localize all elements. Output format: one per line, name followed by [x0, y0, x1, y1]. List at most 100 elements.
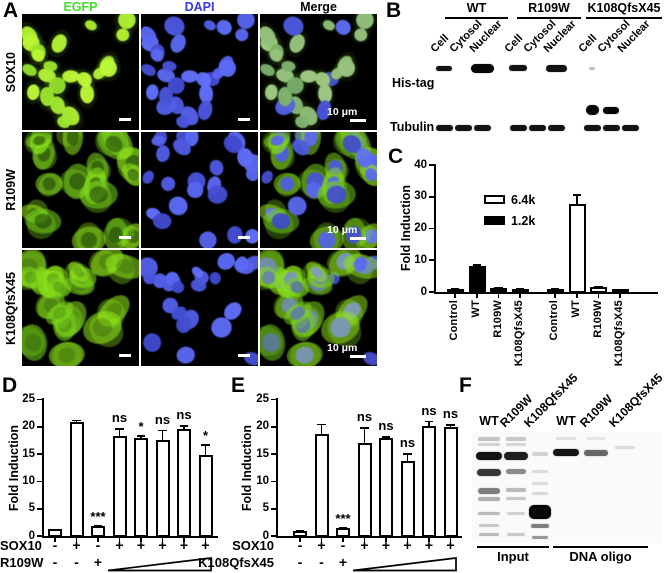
bar — [91, 526, 105, 537]
y-axis-line — [434, 164, 437, 294]
y-axis-tick — [428, 227, 435, 230]
x-axis-tick — [118, 538, 121, 542]
scale-bar — [119, 236, 131, 239]
lane-label-K108QfsX45-Cell: Cell — [576, 32, 600, 55]
microscopy-tile-R109W-DAPI — [141, 127, 263, 249]
error-bar-cap — [338, 527, 348, 529]
gel-band — [584, 450, 608, 456]
error-bar — [183, 425, 185, 431]
y-tick-label: 0 — [262, 529, 269, 542]
condition-value: - — [52, 537, 58, 553]
his-tag-band — [589, 66, 595, 70]
lane-label-R109W-Cell: Cell — [502, 32, 526, 55]
condition-value: + — [360, 537, 369, 553]
gel-band — [506, 469, 526, 474]
y-tick-label: 20 — [22, 420, 35, 433]
x-axis-tick — [320, 538, 323, 542]
y-tick-label: 20 — [256, 420, 269, 433]
scale-bar — [238, 236, 250, 239]
x-axis-tick — [406, 538, 409, 542]
tubulin-band — [528, 125, 546, 131]
scale-bar-label: 10 μm — [327, 106, 357, 118]
condition-row-label-R109W: R109W — [0, 555, 44, 570]
scale-bar-label: 10 μm — [327, 224, 357, 236]
x-category-label: R109W — [592, 300, 604, 343]
y-axis-tick — [36, 398, 43, 401]
significance-label: ns — [421, 402, 437, 418]
bar — [443, 426, 458, 537]
scale-bar — [350, 355, 366, 358]
error-bar-cap — [179, 425, 189, 427]
gel-band — [556, 437, 576, 440]
y-axis-line — [276, 398, 279, 538]
significance-label: ns — [111, 410, 128, 426]
tubulin-band — [474, 125, 492, 131]
gel-band — [479, 533, 499, 536]
significance-label: ns — [356, 409, 373, 425]
row-label-text: R109W — [3, 169, 18, 211]
y-tick-label: 25 — [256, 393, 269, 405]
error-bar — [320, 423, 323, 436]
microscopy-tile-SOX10-EGFP — [16, 6, 140, 132]
condition-value: - — [319, 554, 324, 570]
bar — [177, 428, 191, 537]
tubulin-band — [602, 125, 620, 131]
microscopy-tile-SOX10-DAPI — [140, 11, 258, 130]
gel-group-underline — [477, 546, 549, 548]
gel-band — [587, 437, 605, 440]
condition-value: - — [52, 554, 58, 570]
legend-label-1.2k: 1.2k — [511, 214, 536, 228]
bar — [422, 425, 436, 537]
error-bar-cap — [136, 434, 146, 437]
x-axis-tick — [299, 538, 301, 542]
bar — [314, 433, 329, 537]
gel-band — [553, 449, 579, 456]
error-bar-cap — [572, 194, 582, 196]
gel-band — [479, 524, 499, 527]
microscopy-image: 10 μm — [258, 119, 390, 254]
bar — [468, 265, 486, 293]
x-category-text: WT — [470, 300, 482, 318]
bar — [112, 435, 127, 537]
bar — [511, 288, 529, 293]
bar — [590, 287, 607, 293]
x-category-text: R109W — [591, 300, 604, 338]
scale-bar-label: 10 μm — [327, 342, 357, 354]
condition-value: + — [381, 537, 391, 553]
y-tick-label: 15 — [22, 447, 35, 460]
y-axis-tick — [270, 535, 277, 537]
error-bar-cap — [403, 453, 412, 455]
bar — [611, 289, 629, 294]
wedge-graphic — [352, 557, 457, 572]
x-axis-line — [42, 536, 218, 538]
bar — [155, 439, 170, 537]
wedge-graphic — [107, 557, 212, 572]
scale-bar — [119, 118, 131, 121]
x-axis-tick — [385, 538, 387, 542]
y-axis-tick — [36, 535, 43, 537]
gel-band — [478, 512, 500, 515]
x-axis-line — [276, 536, 462, 538]
row-label-text: K108QfsX45 — [3, 271, 18, 345]
scale-bar — [238, 354, 250, 357]
condition-value: - — [95, 537, 101, 553]
x-category-text: K108QfsX45 — [613, 300, 625, 367]
x-axis-tick — [619, 294, 621, 298]
gel-band — [532, 452, 548, 456]
microscopy-image — [20, 119, 152, 254]
gel-band — [506, 443, 526, 446]
condition-value: + — [403, 537, 412, 553]
x-axis-tick — [554, 294, 556, 298]
y-tick-label: 10 — [414, 253, 427, 266]
y-axis-tick — [428, 259, 435, 262]
y-axis-tick — [270, 398, 277, 401]
gel-band — [504, 452, 528, 460]
error-bar — [449, 424, 452, 429]
gel-group-label-Input: Input — [497, 549, 529, 564]
y-axis-tick — [270, 507, 277, 510]
condition-row-label-SOX10: SOX10 — [0, 538, 42, 553]
bar — [336, 528, 350, 537]
y-axis-tick — [36, 453, 43, 455]
significance-label: ns — [378, 418, 394, 434]
condition-value: - — [297, 554, 303, 570]
